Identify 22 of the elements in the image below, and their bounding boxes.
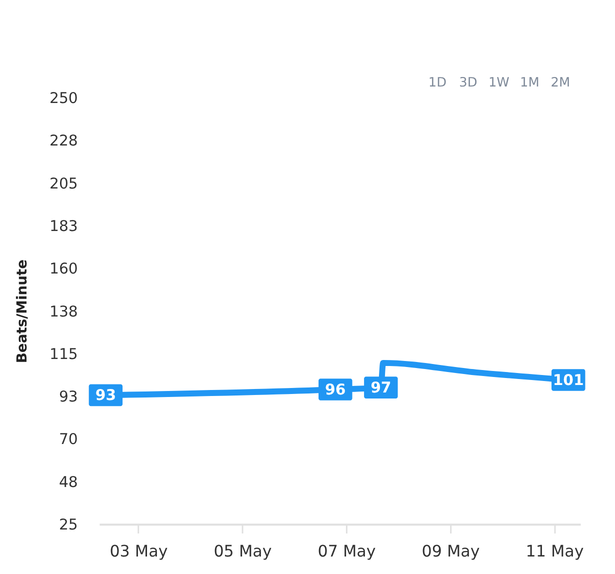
y-tick-label: 70 bbox=[58, 430, 78, 448]
x-tick-label: 05 May bbox=[214, 541, 272, 560]
y-tick-label: 138 bbox=[49, 302, 78, 320]
y-tick-label: 160 bbox=[49, 260, 78, 278]
y-tick-label: 250 bbox=[49, 89, 78, 108]
text: 1D bbox=[428, 76, 447, 91]
y-tick-label: 228 bbox=[49, 132, 78, 150]
x-tick-label: 11 May bbox=[526, 541, 584, 560]
x-tick-label: 03 May bbox=[110, 541, 168, 560]
y-tick-label: 48 bbox=[58, 472, 78, 491]
y-tick-label: 183 bbox=[49, 216, 78, 235]
text: 1W bbox=[488, 76, 510, 91]
y-tick-label: 205 bbox=[49, 174, 78, 192]
y-tick-label: 93 bbox=[58, 388, 78, 406]
y-tick-label: 115 bbox=[49, 344, 78, 363]
text: 2M bbox=[550, 76, 570, 91]
x-tick-label: 07 May bbox=[318, 541, 376, 560]
x-tick-label: 09 May bbox=[422, 541, 480, 560]
text: 3D bbox=[459, 76, 478, 91]
text: 1M bbox=[520, 76, 540, 91]
y-axis-title: Beats/Minute bbox=[14, 259, 31, 364]
y-tick-label: 25 bbox=[58, 516, 78, 534]
